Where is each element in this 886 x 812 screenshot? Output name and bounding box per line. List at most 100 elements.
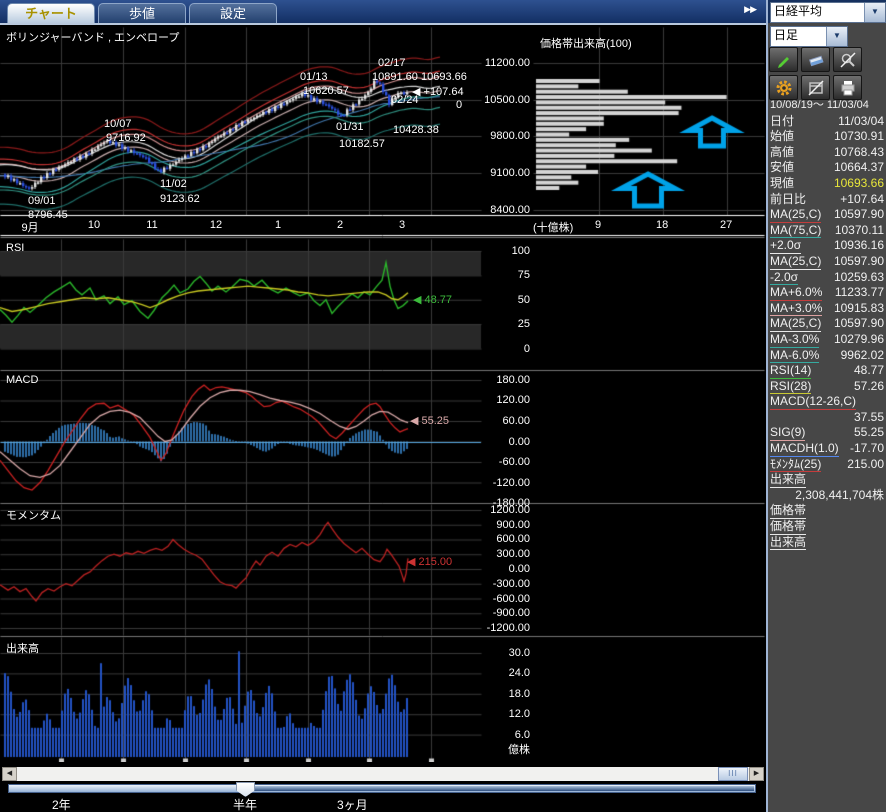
scrollbar-thumb[interactable]: III [718, 767, 748, 781]
sidebar-row[interactable]: MA(25,C) 10597.90 [768, 254, 886, 270]
range-preset-6m[interactable]: 半年 [233, 798, 258, 812]
sidebar-row[interactable]: MA(25,C) 10597.90 [768, 207, 886, 223]
symbol-select-container: 日経平均 ▼ [768, 0, 886, 23]
row-label[interactable]: MACD(12-26,C) [770, 394, 857, 410]
row-value: 10730.91 [833, 129, 884, 144]
row-label[interactable]: SIG(9) [770, 425, 806, 442]
tab-quotes[interactable]: 歩値 [98, 3, 186, 23]
row-label[interactable]: MA+6.0% [770, 285, 823, 301]
sidebar-row[interactable]: MA-3.0% 10279.96 [768, 332, 886, 348]
eraser-icon [808, 55, 824, 66]
row-value [806, 472, 884, 488]
row-label[interactable]: 価格帯 [770, 519, 807, 535]
row-label[interactable]: MA(25,C) [770, 253, 822, 270]
row-label[interactable]: MA(25,C) [770, 316, 822, 332]
sidebar-row: 10/08/19～ 11/03/04 [768, 98, 886, 114]
row-label[interactable]: MA(75,C) [770, 222, 822, 239]
sidebar-row[interactable]: RSI(14) 48.77 [768, 363, 886, 379]
row-value: 2,308,441,704株 [795, 487, 884, 502]
row-value: 10597.90 [833, 316, 884, 331]
sidebar-row[interactable]: +2.0σ 10936.16 [768, 238, 886, 254]
eraser-button[interactable] [801, 47, 830, 72]
chevron-down-icon[interactable]: ▼ [826, 27, 847, 46]
sidebar-row[interactable]: MACD(12-26,C) [768, 394, 886, 410]
chart-area[interactable]: ボリンジャーバンド , エンベロープ 価格帯出来高(100) RSI MACD モメンタ… [0, 23, 766, 762]
sidebar-row: 安値 10664.37 [768, 160, 886, 176]
row-value [806, 503, 884, 519]
zoom-slider-track[interactable] [8, 784, 756, 793]
sidebar-row[interactable]: ﾓﾒﾝﾀﾑ(25) 215.00 [768, 457, 886, 473]
sidebar-row[interactable]: 価格帯 [768, 519, 886, 535]
zoom-slider-thumb[interactable] [236, 782, 255, 797]
sidebar-row[interactable]: MA+3.0% 10915.83 [768, 301, 886, 317]
row-value: 11/03/04 [838, 113, 884, 128]
sidebar-row[interactable]: 出来高 [768, 535, 886, 551]
row-value: 10915.83 [833, 300, 884, 315]
sidebar-row[interactable]: 価格帯 [768, 503, 886, 520]
scroll-right-icon[interactable]: ▶ [749, 767, 764, 781]
row-value: +107.64 [840, 191, 884, 206]
capture-disabled-button[interactable] [801, 75, 830, 100]
chart-canvas[interactable] [0, 25, 766, 762]
sidebar-row[interactable]: MA-6.0% 9962.02 [768, 348, 886, 364]
tab-chart[interactable]: チャート [7, 3, 95, 23]
magnifier-off-icon [839, 51, 856, 68]
row-label[interactable]: +2.0σ [770, 238, 802, 254]
row-label: 前日比 [770, 191, 807, 206]
row-value: 55.25 [853, 425, 884, 440]
row-value: -17.70 [849, 441, 884, 456]
row-label[interactable]: MA-3.0% [770, 331, 820, 348]
row-label[interactable]: ﾓﾒﾝﾀﾑ(25) [770, 456, 822, 473]
sidebar-row: 現値 10693.66 [768, 176, 886, 192]
settings-button[interactable] [769, 75, 798, 100]
range-preset-3m[interactable]: 3ヶ月 [337, 798, 368, 812]
row-label[interactable]: -2.0σ [770, 269, 799, 286]
sidebar-row[interactable]: MACDH(1.0) -17.70 [768, 441, 886, 457]
symbol-select-value: 日経平均 [774, 4, 823, 18]
print-button[interactable] [833, 75, 862, 100]
panel-divider [766, 0, 768, 812]
row-label[interactable]: 価格帯 [770, 503, 807, 520]
sidebar-row[interactable]: MA(25,C) 10597.90 [768, 316, 886, 332]
row-label[interactable]: 出来高 [770, 472, 807, 488]
row-label[interactable]: 出来高 [770, 534, 807, 551]
row-value: 10259.63 [833, 269, 884, 284]
scroll-left-icon[interactable]: ◀ [2, 767, 17, 781]
row-value [806, 519, 884, 535]
zoom-disabled-button[interactable] [833, 47, 862, 72]
row-label: 安値 [770, 160, 795, 175]
sidebar-row[interactable]: MA+6.0% 11233.77 [768, 285, 886, 301]
sidebar-row[interactable]: MA(75,C) 10370.11 [768, 223, 886, 239]
fast-forward-icon[interactable]: ▶▶ [744, 4, 757, 14]
window-off-icon [807, 79, 824, 96]
sidebar-row: 始値 10730.91 [768, 129, 886, 145]
scrollbar-track[interactable] [17, 767, 749, 781]
tab-settings[interactable]: 設定 [189, 3, 277, 23]
row-value [856, 394, 884, 410]
sidebar-row[interactable]: RSI(28) 57.26 [768, 379, 886, 395]
chevron-down-icon[interactable]: ▼ [864, 3, 885, 22]
sidebar-row[interactable]: SIG(9) 55.25 [768, 425, 886, 442]
row-label[interactable]: RSI(28) [770, 378, 812, 395]
row-value: 10597.90 [833, 207, 884, 222]
row-value: 10597.90 [833, 253, 884, 268]
range-preset-2y[interactable]: 2年 [52, 798, 71, 812]
row-label[interactable]: MA+3.0% [770, 300, 823, 317]
sidebar-row[interactable]: 出来高 [768, 472, 886, 488]
sidebar-row[interactable]: -2.0σ 10259.63 [768, 270, 886, 286]
row-label[interactable]: MA(25,C) [770, 207, 822, 223]
symbol-select[interactable]: 日経平均 ▼ [770, 2, 886, 23]
gear-icon [776, 80, 791, 95]
draw-pencil-button[interactable] [769, 47, 798, 72]
row-value: 215.00 [847, 456, 884, 471]
row-label: 日付 [770, 113, 795, 128]
sidebar-row: 2,308,441,704株 [768, 488, 886, 504]
sidebar-row: 37.55 [768, 410, 886, 426]
row-label[interactable]: RSI(14) [770, 363, 812, 379]
row-value: 37.55 [853, 409, 884, 424]
row-label[interactable]: MA-6.0% [770, 347, 820, 364]
horizontal-scrollbar[interactable]: ◀ ▶ [2, 767, 764, 781]
period-select[interactable]: 日足 ▼ [770, 26, 848, 47]
row-value: 10693.66 [833, 175, 884, 190]
row-label[interactable]: MACDH(1.0) [770, 441, 839, 457]
